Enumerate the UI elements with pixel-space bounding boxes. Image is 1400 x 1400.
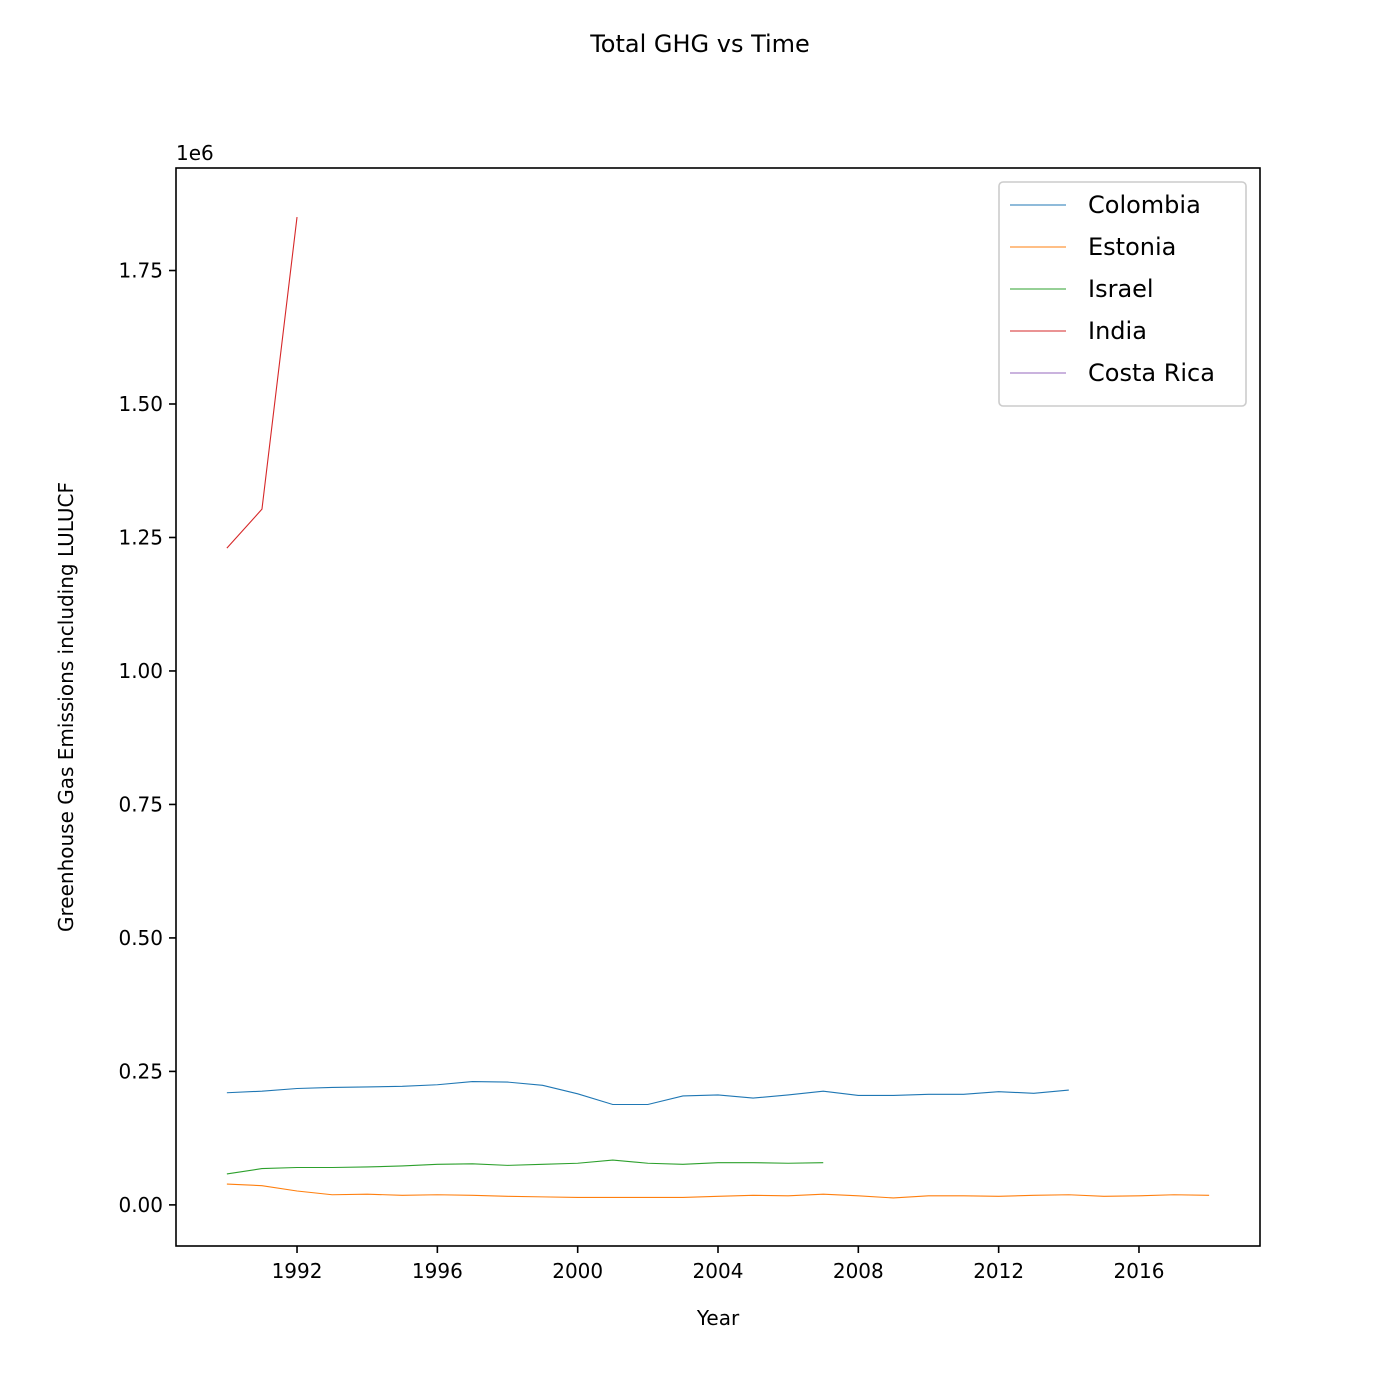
legend-label-colombia: Colombia [1088,191,1201,219]
series-line-colombia [226,1080,1069,1106]
y-offset-label: 1e6 [176,141,214,165]
y-tick-label: 0.50 [118,926,163,950]
x-tick-label: 2004 [693,1259,744,1283]
series-line-israel [226,1159,824,1175]
x-tick-label: 2016 [1114,1259,1165,1283]
legend-label-india: India [1088,317,1147,345]
chart-title: Total GHG vs Time [589,30,810,58]
y-tick-label: 1.75 [118,259,163,283]
legend-label-israel: Israel [1088,275,1154,303]
y-tick-label: 1.50 [118,392,163,416]
x-tick-label: 1996 [412,1259,463,1283]
x-tick-label: 2000 [552,1259,603,1283]
y-tick-label: 0.25 [118,1059,163,1083]
legend-label-costa-rica: Costa Rica [1088,359,1215,387]
x-tick-label: 2008 [833,1259,884,1283]
legend-label-estonia: Estonia [1088,233,1176,261]
plot-area: 1992 1996 2000 2004 2008 2012 2016 0.00 0.25 0.50… [118,217,1210,1283]
y-tick-label: 0.00 [118,1193,163,1217]
x-tick-label: 1992 [272,1259,323,1283]
y-tick-label: 0.75 [118,792,163,816]
legend: Colombia Estonia Israel India Costa Rica [998,181,1247,407]
y-axis-label: Greenhouse Gas Emissions including LULUC… [54,482,78,932]
y-tick-label: 1.25 [118,525,163,549]
x-axis-label: Year [696,1306,740,1330]
series-line-estonia [226,1183,1210,1199]
legend-box [998,181,1247,407]
x-tick-label: 2012 [973,1259,1024,1283]
y-tick-label: 1.00 [118,659,163,683]
series-line-india [226,217,298,549]
axes-frame [175,167,1261,1247]
